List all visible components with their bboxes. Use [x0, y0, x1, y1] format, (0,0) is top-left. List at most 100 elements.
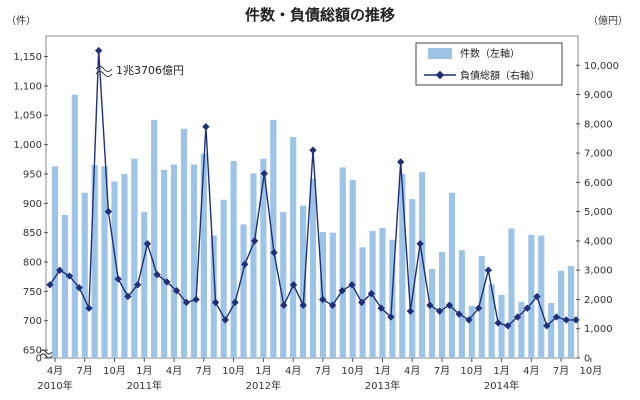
line-point: [289, 281, 298, 289]
right-tick-label: 8,000: [584, 119, 613, 130]
x-month-label: 10月: [580, 365, 603, 377]
x-month-label: 1月: [374, 365, 390, 377]
line-point: [56, 266, 64, 274]
bar: [200, 153, 207, 358]
x-year-label: 2011年: [127, 379, 162, 392]
line-point: [543, 322, 551, 330]
left-tick-label: 1,150: [13, 52, 42, 63]
left-tick-label: 1,100: [13, 81, 42, 92]
x-month-label: 4月: [166, 365, 182, 377]
left-tick-label: 950: [23, 169, 42, 180]
left-tick-label: 800: [23, 258, 42, 269]
x-month-label: 4月: [404, 365, 420, 377]
line-point: [562, 316, 570, 324]
bar: [419, 172, 426, 358]
line-point: [435, 307, 444, 315]
bar: [230, 161, 237, 358]
bar: [91, 165, 98, 358]
x-year-label: 2013年: [365, 379, 400, 392]
line-point: [455, 310, 463, 318]
line-point: [484, 266, 492, 274]
bar: [567, 266, 575, 358]
legend: 件数（左軸） 負債総額（右軸）: [415, 42, 563, 86]
line-series: [46, 46, 580, 330]
line-point: [319, 295, 327, 304]
right-tick-label: 5,000: [584, 207, 613, 218]
bar: [210, 235, 217, 358]
annotation-group: 1兆3706億円: [95, 64, 184, 77]
left-tick-label: 750: [23, 287, 42, 298]
bar: [180, 128, 188, 358]
bar: [548, 303, 555, 358]
bar: [220, 199, 227, 358]
line-point: [552, 313, 561, 321]
bar: [280, 212, 287, 358]
bar: [290, 136, 297, 358]
x-month-label: 10月: [103, 365, 126, 377]
right-tick-label: 6,000: [584, 178, 613, 189]
bar: [498, 294, 505, 358]
bar: [508, 228, 515, 358]
left-axis-break-symbol: [39, 349, 53, 359]
x-year-label: 2012年: [246, 379, 281, 392]
right-tick-label: 10,000: [584, 61, 619, 72]
left-tick-label: 850: [23, 228, 42, 239]
x-month-label: 7月: [553, 365, 569, 377]
bar: [558, 270, 565, 358]
line-point: [221, 316, 229, 324]
line-point: [523, 304, 531, 312]
bar: [518, 301, 525, 358]
legend-swatch-bar: [428, 48, 452, 59]
bar: [151, 119, 158, 359]
line-point: [494, 319, 502, 327]
bar: [478, 256, 485, 358]
right-tick-label: 1,000: [584, 324, 613, 335]
bar: [300, 205, 307, 358]
line-point: [75, 284, 83, 292]
x-month-label: 4月: [285, 365, 301, 377]
x-month-label: 4月: [523, 365, 539, 377]
legend-label-line: 負債総額（右軸）: [460, 69, 540, 82]
bar: [409, 199, 416, 358]
x-month-label: 1月: [136, 365, 152, 377]
x-month-label: 7月: [434, 365, 450, 377]
right-tick-label: 2,000: [584, 295, 613, 306]
bar: [379, 227, 386, 358]
line-point: [328, 301, 337, 309]
bar: [190, 164, 197, 358]
right-tick-label: 4,000: [584, 236, 613, 247]
bar: [458, 250, 465, 358]
bar: [349, 179, 356, 358]
line-point: [85, 304, 93, 312]
bar: [61, 215, 68, 358]
line-point: [202, 123, 210, 131]
line-point: [250, 237, 259, 245]
bar: [270, 119, 277, 359]
axis-break-symbol: [95, 66, 113, 77]
line-point: [504, 322, 512, 330]
line-point: [358, 298, 366, 307]
line-point: [426, 301, 434, 309]
bar: [488, 284, 495, 358]
legend-swatch-marker: [435, 70, 445, 80]
x-month-label: 10月: [460, 365, 483, 377]
line-point: [280, 301, 288, 309]
line-point: [416, 240, 424, 248]
line-point: [270, 248, 278, 257]
line-point: [445, 301, 454, 309]
left-tick-label: 900: [23, 199, 42, 210]
bar: [309, 178, 317, 358]
left-tick-label: 1,000: [13, 140, 42, 151]
bar: [250, 173, 257, 358]
x-year-label: 2014年: [484, 379, 519, 392]
left-tick-label: 0: [36, 354, 42, 365]
bar: [71, 94, 78, 358]
bar: [161, 169, 168, 358]
right-tick-label: 0: [584, 354, 590, 365]
line-point: [192, 295, 200, 304]
annotation-label: 1兆3706億円: [116, 64, 184, 77]
legend-label-bar: 件数（左軸）: [460, 47, 520, 60]
right-tick-label: 7,000: [584, 149, 613, 160]
line-point: [153, 270, 161, 279]
